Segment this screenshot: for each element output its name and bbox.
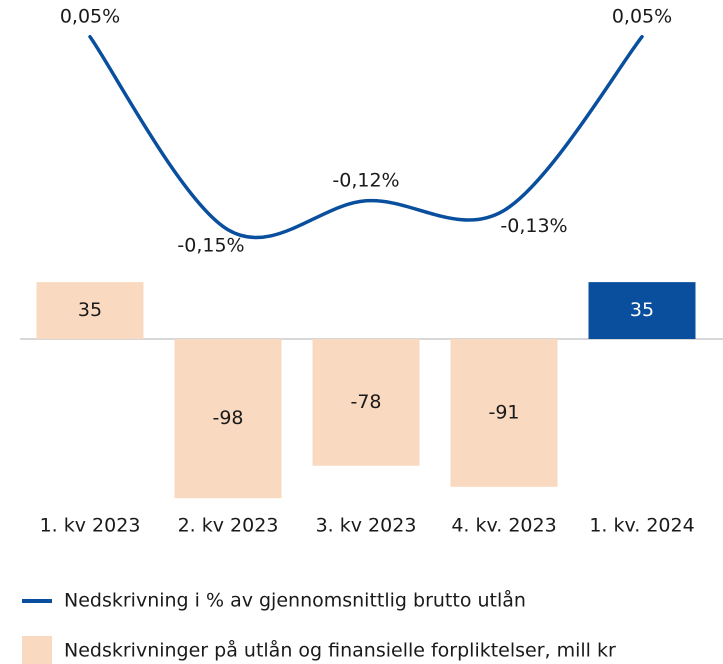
bar — [36, 282, 144, 339]
line-label: -0,15% — [177, 234, 244, 256]
bar — [312, 339, 420, 466]
line-label: 0,05% — [612, 5, 672, 27]
bar-label: 35 — [78, 299, 102, 321]
bar — [174, 339, 282, 499]
bar — [450, 339, 558, 487]
x-tick-label: 3. kv 2023 — [316, 515, 417, 537]
line — [88, 35, 644, 240]
legend-label: Nedskrivning i % av gjennomsnittlig brut… — [64, 589, 526, 612]
line-label: 0,05% — [60, 5, 120, 27]
legend-swatch — [22, 636, 52, 664]
bar-label: -78 — [350, 391, 381, 413]
x-tick-label: 1. kv. 2024 — [589, 515, 694, 537]
line-label: -0,13% — [500, 215, 567, 237]
bar-label: -98 — [212, 407, 243, 429]
bar-label: 35 — [630, 299, 654, 321]
x-tick-label: 2. kv 2023 — [178, 515, 279, 537]
legend-label: Nedskrivninger på utlån og finansielle f… — [64, 639, 616, 662]
line-label: -0,12% — [332, 169, 399, 191]
x-tick-label: 4. kv. 2023 — [451, 515, 556, 537]
x-tick-label: 1. kv 2023 — [40, 515, 141, 537]
bar-label: -91 — [488, 401, 519, 423]
bar — [588, 282, 696, 339]
